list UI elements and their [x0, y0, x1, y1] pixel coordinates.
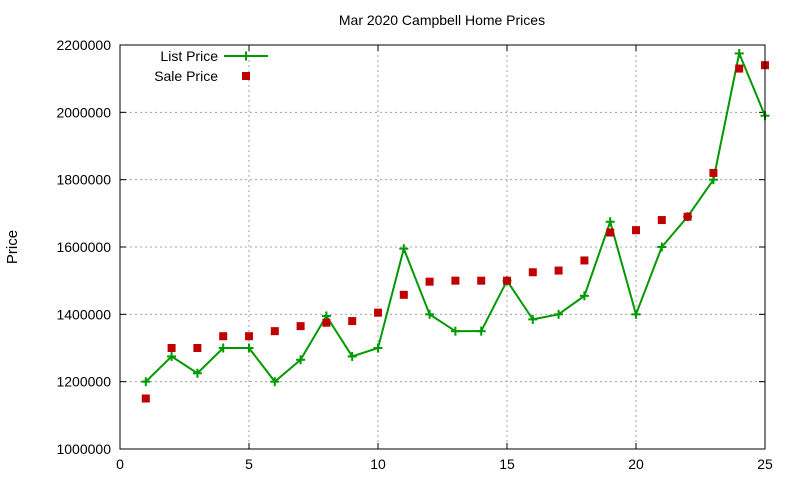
- list-price-point: [631, 309, 641, 319]
- y-tick-label: 2000000: [56, 104, 111, 120]
- axis-ticks: 0 5 10 15 20 25 1000000 1200000 1400000 1600000 18…: [56, 37, 773, 472]
- list-price-point: [554, 309, 564, 319]
- list-price-point: [244, 343, 254, 353]
- list-price-point: [528, 314, 538, 324]
- y-tick-label: 1800000: [56, 172, 111, 188]
- list-price-point: [167, 351, 177, 361]
- x-tick-label: 10: [370, 456, 386, 472]
- grid: [120, 45, 765, 449]
- sale-price-point: [374, 308, 382, 317]
- sale-price-point: [245, 332, 253, 341]
- sale-price-point: [219, 332, 228, 341]
- data-series: [141, 48, 770, 403]
- sale-price-point: [554, 266, 563, 275]
- list-price-point: [218, 343, 228, 353]
- sale-price-point: [657, 216, 666, 225]
- y-tick-label: 1600000: [56, 239, 111, 255]
- list-price-point: [296, 355, 306, 365]
- x-tick-label: 5: [245, 456, 253, 472]
- y-tick-label: 1200000: [56, 374, 111, 390]
- list-price-point: [141, 377, 151, 387]
- legend-plus-marker: [241, 51, 251, 61]
- list-price-point: [347, 351, 357, 361]
- list-price-point: [373, 343, 383, 353]
- sale-price-point: [709, 168, 718, 177]
- y-tick-label: 1400000: [56, 306, 111, 322]
- chart-title: Mar 2020 Campbell Home Prices: [339, 12, 545, 28]
- sale-price-point: [296, 322, 305, 331]
- sale-price-point: [399, 290, 408, 299]
- sale-price-point: [425, 277, 434, 286]
- list-price-point: [450, 326, 460, 336]
- y-axis-label: Price: [4, 230, 21, 264]
- plot-frame: [119, 44, 766, 450]
- list-price-point: [579, 291, 589, 301]
- x-tick-label: 25: [757, 456, 773, 472]
- list-price-point: [734, 48, 744, 58]
- sale-price-point: [632, 226, 640, 235]
- sale-price-point: [683, 212, 692, 221]
- y-tick-label: 2200000: [56, 37, 111, 53]
- list-price-point: [270, 377, 280, 387]
- sale-price-point: [528, 268, 537, 277]
- legend-square-marker: [242, 72, 250, 80]
- sale-price-point: [348, 317, 357, 326]
- legend-label: Sale Price: [154, 68, 218, 84]
- sale-price-point: [193, 344, 202, 352]
- legend: List Price Sale Price: [154, 48, 268, 84]
- sale-price-point: [141, 394, 150, 403]
- list-price-point: [605, 217, 615, 227]
- sale-price-point: [580, 256, 589, 265]
- sale-price-point: [735, 64, 744, 73]
- x-tick-label: 15: [499, 456, 515, 472]
- x-tick-label: 0: [116, 456, 124, 472]
- list-price-point: [192, 368, 202, 378]
- sale-price-point: [451, 276, 460, 285]
- list-price-point: [657, 242, 667, 252]
- sale-price-point: [503, 276, 511, 285]
- y-tick-label: 1000000: [56, 441, 111, 457]
- x-tick-label: 20: [628, 456, 644, 472]
- sale-price-point: [167, 344, 176, 352]
- sale-price-point: [322, 318, 331, 327]
- sale-price-point: [477, 276, 486, 285]
- list-price-point: [399, 244, 409, 254]
- list-price-point: [425, 309, 435, 319]
- sale-price-point: [270, 327, 279, 336]
- sale-price-point: [606, 228, 615, 237]
- list-price-point: [476, 326, 486, 336]
- legend-label: List Price: [160, 48, 218, 64]
